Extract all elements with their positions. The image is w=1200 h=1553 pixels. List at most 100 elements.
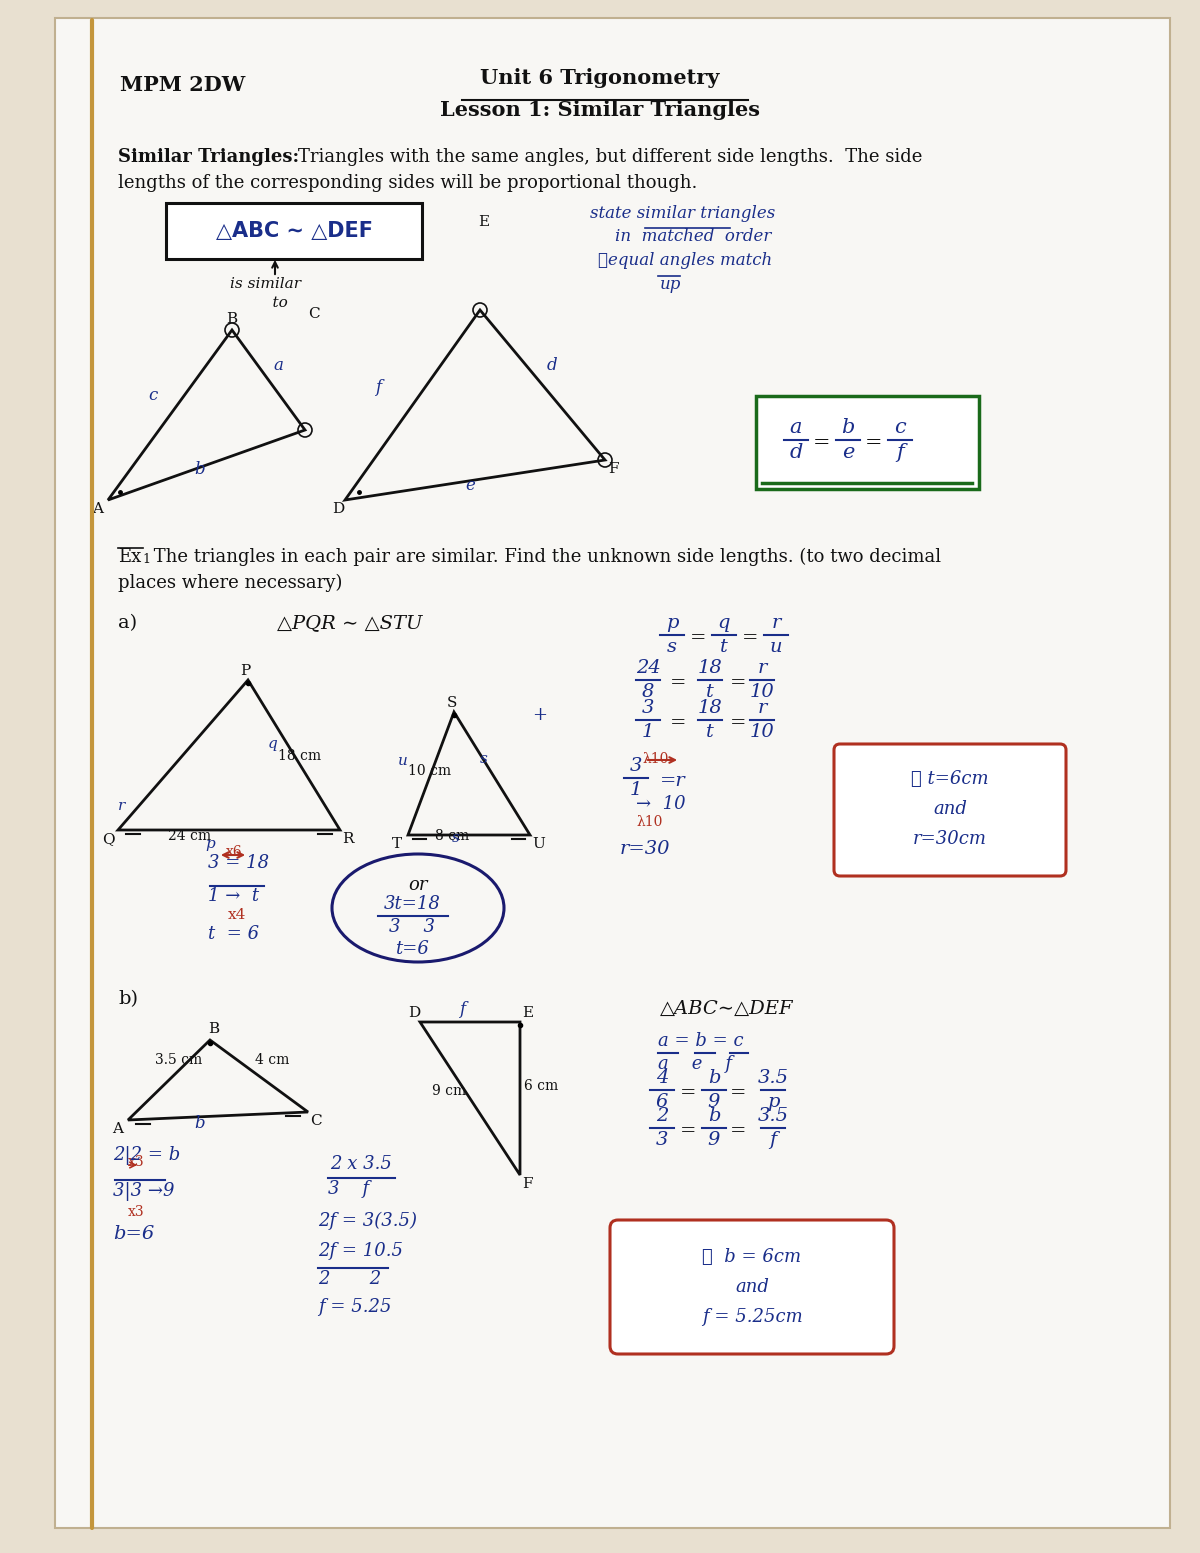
Text: r: r [757, 658, 767, 677]
Text: f: f [374, 379, 382, 396]
Text: =: = [679, 1121, 696, 1140]
Text: b: b [841, 418, 854, 436]
Text: △PQR ∼ △STU: △PQR ∼ △STU [277, 613, 422, 632]
Text: C: C [310, 1114, 322, 1127]
Text: =: = [730, 674, 746, 693]
Text: and: and [736, 1278, 769, 1297]
Text: 3    3: 3 3 [389, 918, 436, 936]
Text: b: b [708, 1107, 720, 1124]
Text: 3: 3 [656, 1131, 668, 1149]
Text: 3    f: 3 f [328, 1180, 370, 1197]
Text: q: q [718, 613, 731, 632]
Text: q: q [268, 738, 277, 752]
Text: and: and [934, 800, 967, 818]
Text: =: = [670, 714, 686, 731]
Text: b: b [708, 1068, 720, 1087]
Text: U: U [532, 837, 545, 851]
Text: 18 cm: 18 cm [278, 749, 322, 763]
Text: is similar: is similar [229, 276, 300, 290]
Text: F: F [608, 461, 618, 477]
Text: =: = [690, 629, 707, 648]
Text: 9: 9 [708, 1093, 720, 1110]
Text: t  = 6: t = 6 [208, 926, 259, 943]
Text: =: = [730, 714, 746, 731]
Text: r: r [772, 613, 781, 632]
Text: 3: 3 [630, 756, 642, 775]
Text: p: p [767, 1093, 779, 1110]
Text: T: T [392, 837, 402, 851]
Text: f: f [896, 443, 904, 461]
Text: or: or [408, 876, 427, 895]
Text: b): b) [118, 989, 138, 1008]
Text: s: s [452, 831, 460, 845]
Text: D: D [332, 502, 344, 516]
Text: t=6: t=6 [395, 940, 428, 958]
Text: places where necessary): places where necessary) [118, 575, 342, 592]
Text: A: A [92, 502, 103, 516]
Text: a): a) [118, 613, 137, 632]
Text: f: f [458, 1002, 466, 1019]
FancyBboxPatch shape [55, 19, 1170, 1528]
Text: S: S [446, 696, 457, 710]
Text: f = 5.25: f = 5.25 [318, 1298, 391, 1315]
Text: 1: 1 [142, 553, 150, 565]
Text: 2: 2 [656, 1107, 668, 1124]
Text: in  matched  order: in matched order [616, 228, 772, 245]
Text: =: = [865, 433, 883, 452]
Text: t: t [706, 683, 714, 700]
Text: B: B [226, 312, 238, 326]
Text: F: F [522, 1177, 533, 1191]
Text: →  10: → 10 [636, 795, 685, 814]
Text: 6: 6 [656, 1093, 668, 1110]
Text: 3.5 cm: 3.5 cm [155, 1053, 203, 1067]
Text: f = 5.25cm: f = 5.25cm [702, 1308, 803, 1326]
Text: ∴ t=6cm: ∴ t=6cm [911, 770, 989, 787]
Text: 2       2: 2 2 [318, 1270, 382, 1287]
Text: E: E [478, 214, 490, 228]
Text: a: a [790, 418, 803, 436]
Text: 2 x 3.5: 2 x 3.5 [330, 1155, 392, 1173]
Text: 1 →  t: 1 → t [208, 887, 259, 905]
Text: d: d [790, 443, 803, 461]
Text: +: + [532, 707, 547, 724]
Text: x3: x3 [128, 1205, 145, 1219]
Text: x3: x3 [128, 1155, 145, 1169]
Text: r: r [757, 699, 767, 717]
Text: e: e [842, 443, 854, 461]
Text: =: = [670, 674, 686, 693]
Text: s: s [667, 638, 677, 655]
Text: 8 cm: 8 cm [434, 829, 469, 843]
Text: s: s [480, 752, 488, 766]
Text: lengths of the corresponding sides will be proportional though.: lengths of the corresponding sides will … [118, 174, 697, 193]
Text: =: = [679, 1084, 696, 1103]
Text: c: c [894, 418, 906, 436]
Text: 18: 18 [697, 658, 722, 677]
Text: B: B [208, 1022, 220, 1036]
FancyBboxPatch shape [756, 396, 979, 489]
Text: =: = [730, 1084, 746, 1103]
Text: 6 cm: 6 cm [524, 1079, 558, 1093]
Text: 10 cm: 10 cm [408, 764, 451, 778]
Text: ∴  b = 6cm: ∴ b = 6cm [702, 1249, 802, 1266]
Text: C: C [308, 307, 319, 321]
Text: r=30cm: r=30cm [913, 829, 986, 848]
FancyBboxPatch shape [834, 744, 1066, 876]
Text: 2f = 10.5: 2f = 10.5 [318, 1242, 403, 1259]
Text: 24 cm: 24 cm [168, 829, 211, 843]
Text: △ABC∼△DEF: △ABC∼△DEF [660, 1000, 793, 1019]
Text: △ABC ∼ △DEF: △ABC ∼ △DEF [216, 221, 372, 241]
Text: p: p [205, 837, 215, 851]
Text: 3.5: 3.5 [757, 1068, 788, 1087]
Text: D: D [408, 1006, 420, 1020]
Text: f: f [769, 1131, 776, 1149]
Text: 2f = 3(3.5): 2f = 3(3.5) [318, 1211, 418, 1230]
Text: 1: 1 [630, 781, 642, 798]
Text: 4: 4 [656, 1068, 668, 1087]
Text: t: t [720, 638, 728, 655]
Text: r=30: r=30 [620, 840, 671, 857]
Text: 2|2 = b: 2|2 = b [113, 1146, 180, 1165]
Text: A: A [112, 1121, 124, 1135]
Text: b=6: b=6 [113, 1225, 155, 1242]
Text: Ex: Ex [118, 548, 142, 565]
Text: Unit 6 Trigonometry: Unit 6 Trigonometry [480, 68, 720, 89]
